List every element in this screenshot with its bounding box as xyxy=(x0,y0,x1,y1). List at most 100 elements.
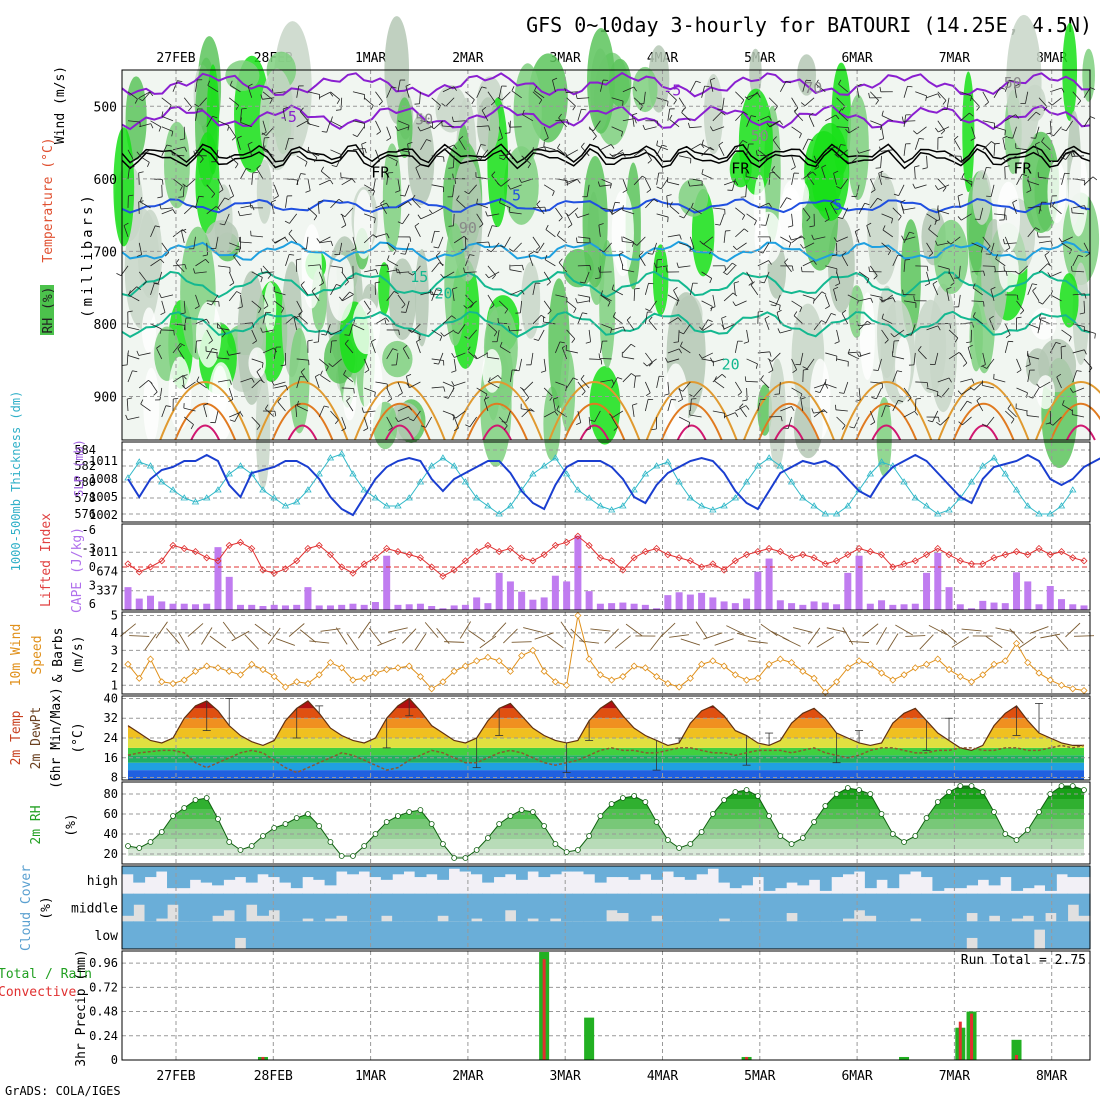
wind-barb xyxy=(300,371,309,383)
cloud-cover-bar xyxy=(966,893,979,914)
wind-barb xyxy=(1027,355,1040,360)
wind-barb xyxy=(892,400,899,412)
wind-barb xyxy=(791,358,798,370)
wind-barb-flag xyxy=(497,375,502,380)
wind-barb-flag xyxy=(656,258,663,261)
wind-barb-flag xyxy=(893,193,899,196)
wind-barb-flag xyxy=(721,324,725,330)
wind-barb-flag xyxy=(229,80,233,86)
wind-barb xyxy=(215,236,219,249)
rh-point xyxy=(293,815,300,821)
wind-barb xyxy=(409,329,421,336)
wind-barb xyxy=(330,340,333,353)
cloud-cover-bar xyxy=(302,893,314,919)
rh-point xyxy=(889,831,896,837)
cloud-cover-bar xyxy=(133,921,146,949)
wind-barb-flag xyxy=(813,260,817,265)
thickness-point xyxy=(416,478,425,485)
wind-barb-flag xyxy=(150,123,154,129)
wind-barb-flag xyxy=(733,281,739,284)
wind-barb xyxy=(229,242,241,248)
wind-barb xyxy=(161,294,174,299)
wind-barb xyxy=(765,213,770,226)
wind-barb xyxy=(854,231,860,243)
wind-barb xyxy=(1038,263,1048,273)
cloud-cover-bar xyxy=(200,893,213,922)
wind-barb xyxy=(296,155,308,163)
wind-barb xyxy=(926,155,928,168)
wind-barb xyxy=(726,265,736,275)
wind-barb-flag xyxy=(374,218,376,224)
lifted-index-point xyxy=(810,554,818,562)
wind-barb xyxy=(277,401,286,412)
wind-barb-flag xyxy=(229,282,235,286)
wind-barb xyxy=(501,91,511,101)
wind-barb-flag xyxy=(848,127,850,133)
wind-barb-flag xyxy=(408,405,413,411)
wind-barb xyxy=(543,146,556,151)
rh-shade-region xyxy=(415,249,429,347)
wind-barb-flag xyxy=(769,351,772,357)
wind-barb xyxy=(903,143,906,156)
cloud-cover-bar xyxy=(425,921,438,949)
wind-barb-flag xyxy=(371,338,376,343)
wind-barb xyxy=(735,91,745,101)
wind-barb-flag xyxy=(227,125,230,131)
wind-barb xyxy=(1051,97,1062,106)
cloud-cover-bar xyxy=(842,866,855,875)
cape-bar xyxy=(416,603,424,610)
wind-barb-flag xyxy=(610,328,612,334)
wind-barb xyxy=(599,184,612,187)
slp-tick-label: 1002 xyxy=(89,508,118,522)
rh-point xyxy=(856,787,862,793)
wind-barb-flag xyxy=(386,202,390,208)
rh-point xyxy=(181,805,188,811)
wind-barb-flag xyxy=(218,301,220,307)
wind-barb xyxy=(430,293,443,296)
cloud-cover-bar xyxy=(144,921,157,949)
wind-barb xyxy=(273,291,286,296)
wind-speed-point xyxy=(596,671,604,679)
wind-10m-barb xyxy=(669,634,690,638)
contour-label: 15 xyxy=(410,268,428,286)
wind-barb-flag xyxy=(786,197,792,200)
cloud-cover-bar xyxy=(200,921,213,949)
wind-barb xyxy=(1004,323,1011,336)
wind-barb-flag xyxy=(673,286,678,291)
cloud-cover-bar xyxy=(786,921,798,949)
lifted-index-point xyxy=(551,541,559,549)
wind-barb xyxy=(341,178,353,186)
wind-barb-flag xyxy=(621,131,624,137)
lifted-index-point xyxy=(293,557,301,565)
wind-barb xyxy=(995,258,1006,267)
wind-barb-flag xyxy=(1046,132,1052,135)
wind-barb xyxy=(990,184,995,197)
wind-10m-barb xyxy=(703,632,723,640)
cloud-cover-bar xyxy=(290,921,303,949)
thickness-point xyxy=(630,486,638,493)
wind-barb xyxy=(622,241,635,244)
wind-barb xyxy=(262,265,272,276)
thickness-point xyxy=(529,470,537,477)
wind-barb xyxy=(285,178,298,181)
wind-barb-flag xyxy=(239,412,244,417)
wind-barb-flag xyxy=(559,341,565,344)
wind-barb-flag xyxy=(1052,201,1056,207)
wind-barb-flag xyxy=(755,363,758,369)
thickness-point xyxy=(709,506,717,513)
cloud-cover-bar xyxy=(819,921,832,949)
wind-barb-flag xyxy=(1035,111,1041,116)
wind-barb-flag xyxy=(203,402,209,406)
wind-barb xyxy=(476,213,484,225)
wind-speed-point xyxy=(461,662,469,670)
wind-barb xyxy=(332,358,342,367)
wind-barb xyxy=(487,213,500,217)
cloud-cover-bar xyxy=(459,866,472,872)
cloud-cover-bar xyxy=(122,893,134,916)
cloud-cover-bar xyxy=(774,893,787,922)
wind-barb-flag xyxy=(1007,404,1012,409)
wind-barb xyxy=(361,143,365,156)
cloud-cover-bar xyxy=(954,893,967,922)
wind-barb-flag xyxy=(328,363,333,367)
wind-barb xyxy=(405,86,410,98)
